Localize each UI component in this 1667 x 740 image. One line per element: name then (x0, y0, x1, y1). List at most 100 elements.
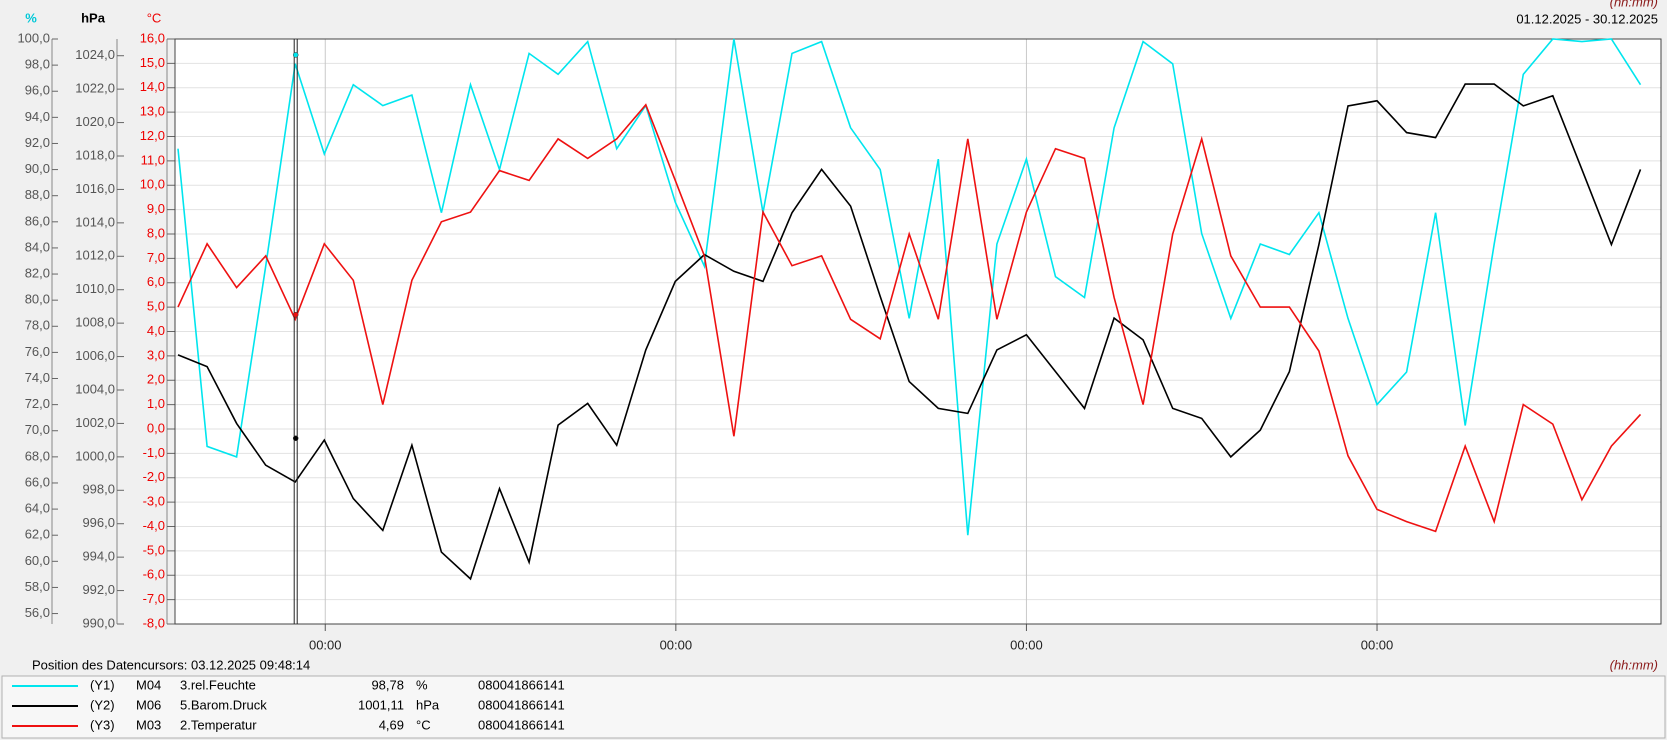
y-tick-label: -8,0 (143, 615, 165, 630)
y-tick-label: 9,0 (147, 201, 165, 216)
y-tick-label: 96,0 (25, 83, 50, 98)
y-tick-label: 1010,0 (75, 281, 115, 296)
legend-value: 98,78 (371, 677, 404, 692)
x-tick-label: 00:00 (309, 637, 342, 652)
x-tick-label: 00:00 (1361, 637, 1394, 652)
y-tick-label: 7,0 (147, 250, 165, 265)
y-tick-label: 10,0 (140, 177, 165, 192)
legend-value: 1001,11 (358, 697, 404, 712)
y-tick-label: 1012,0 (75, 248, 115, 263)
y-tick-label: 8,0 (147, 225, 165, 240)
x-tick-label: 00:00 (660, 637, 693, 652)
legend-unit: °C (416, 717, 431, 732)
y-tick-label: -1,0 (143, 445, 165, 460)
legend-serial: 080041866141 (478, 717, 565, 732)
y-tick-label: 56,0 (25, 605, 50, 620)
y-tick-label: 4,0 (147, 323, 165, 338)
y-tick-label: 990,0 (82, 615, 115, 630)
legend-value: 4,69 (379, 717, 404, 732)
series-line (177, 38, 1642, 536)
legend-serial: 080041866141 (478, 697, 565, 712)
x-unit: (hh:mm) (1610, 657, 1658, 672)
y-tick-label: 1008,0 (75, 315, 115, 330)
y-tick-label: 84,0 (25, 239, 50, 254)
y-tick-label: -3,0 (143, 494, 165, 509)
y-tick-label: 60,0 (25, 553, 50, 568)
y-tick-label: 998,0 (82, 482, 115, 497)
y-unit: % (25, 10, 37, 25)
y-tick-label: 6,0 (147, 274, 165, 289)
legend-channel: M04 (136, 677, 161, 692)
y-tick-label: 62,0 (25, 527, 50, 542)
legend-id: (Y3) (90, 717, 115, 732)
y-tick-label: 1016,0 (75, 181, 115, 196)
y-tick-label: 11,0 (141, 152, 165, 167)
legend-unit: % (416, 677, 428, 692)
legend-box (1, 675, 1666, 739)
y-tick-label: 98,0 (25, 57, 50, 72)
y-tick-label: 70,0 (25, 422, 50, 437)
x-tick-label: 00:00 (1010, 637, 1043, 652)
cursor-marker (292, 435, 299, 442)
date-range: 01.12.2025 - 30.12.2025 (1516, 11, 1658, 26)
legend-name: 2.Temperatur (180, 717, 257, 732)
y-tick-label: 1024,0 (75, 47, 115, 62)
y2-unit: hPa (81, 10, 106, 25)
legend-name: 3.rel.Feuchte (180, 677, 256, 692)
y-tick-label: 2,0 (147, 372, 165, 387)
y-tick-label: 1004,0 (75, 381, 115, 396)
legend-id: (Y1) (90, 677, 115, 692)
y-tick-label: 92,0 (25, 135, 50, 150)
y-tick-label: 78,0 (25, 318, 50, 333)
y-tick-label: 88,0 (25, 187, 50, 202)
y-tick-label: 1000,0 (75, 448, 115, 463)
y-tick-label: 58,0 (25, 579, 50, 594)
y-tick-label: 66,0 (25, 474, 50, 489)
y-tick-label: 100,0 (17, 30, 50, 45)
cursor-marker (292, 311, 299, 318)
y-tick-label: 1020,0 (75, 114, 115, 129)
y-tick-label: 86,0 (25, 213, 50, 228)
cursor-label: Position des Datencursors: 03.12.2025 09… (32, 657, 310, 672)
y-tick-label: -2,0 (143, 469, 165, 484)
y-tick-label: 3,0 (147, 347, 165, 362)
y-tick-label: 994,0 (82, 549, 115, 564)
y-tick-label: 1022,0 (75, 81, 115, 96)
y-tick-label: -7,0 (143, 591, 165, 606)
y-tick-label: 80,0 (25, 292, 50, 307)
y-tick-label: 90,0 (25, 161, 50, 176)
y-tick-label: 1006,0 (75, 348, 115, 363)
y-tick-label: -5,0 (143, 542, 165, 557)
y-tick-label: 1002,0 (75, 415, 115, 430)
legend-name: 5.Barom.Druck (180, 697, 267, 712)
y-tick-label: 14,0 (140, 79, 165, 94)
y-tick-label: 12,0 (140, 128, 165, 143)
y-tick-label: 1,0 (147, 396, 165, 411)
y-tick-label: 64,0 (25, 501, 50, 516)
y-tick-label: 82,0 (25, 265, 50, 280)
y-tick-label: 996,0 (82, 515, 115, 530)
x-unit-top: (hh:mm) (1610, 0, 1658, 9)
legend-channel: M06 (136, 697, 161, 712)
legend-unit: hPa (416, 697, 440, 712)
y-tick-label: 94,0 (25, 109, 50, 124)
y-tick-label: -4,0 (143, 518, 165, 533)
y-tick-label: 74,0 (25, 370, 50, 385)
legend-channel: M03 (136, 717, 161, 732)
y-tick-label: 76,0 (25, 344, 50, 359)
y-tick-label: 72,0 (25, 396, 50, 411)
plot-border (174, 38, 1662, 625)
y-tick-label: 1014,0 (75, 214, 115, 229)
y-tick-label: 0,0 (147, 420, 165, 435)
series-line (177, 103, 1642, 533)
y-tick-label: 992,0 (82, 582, 115, 597)
cursor-marker (292, 52, 299, 58)
y-tick-label: 5,0 (147, 299, 165, 314)
y-tick-label: 68,0 (25, 448, 50, 463)
y3-unit: °C (147, 10, 162, 25)
y-tick-label: 16,0 (140, 30, 165, 45)
series-line (177, 83, 1642, 581)
y-tick-label: 1018,0 (75, 147, 115, 162)
y-tick-label: 15,0 (140, 55, 165, 70)
